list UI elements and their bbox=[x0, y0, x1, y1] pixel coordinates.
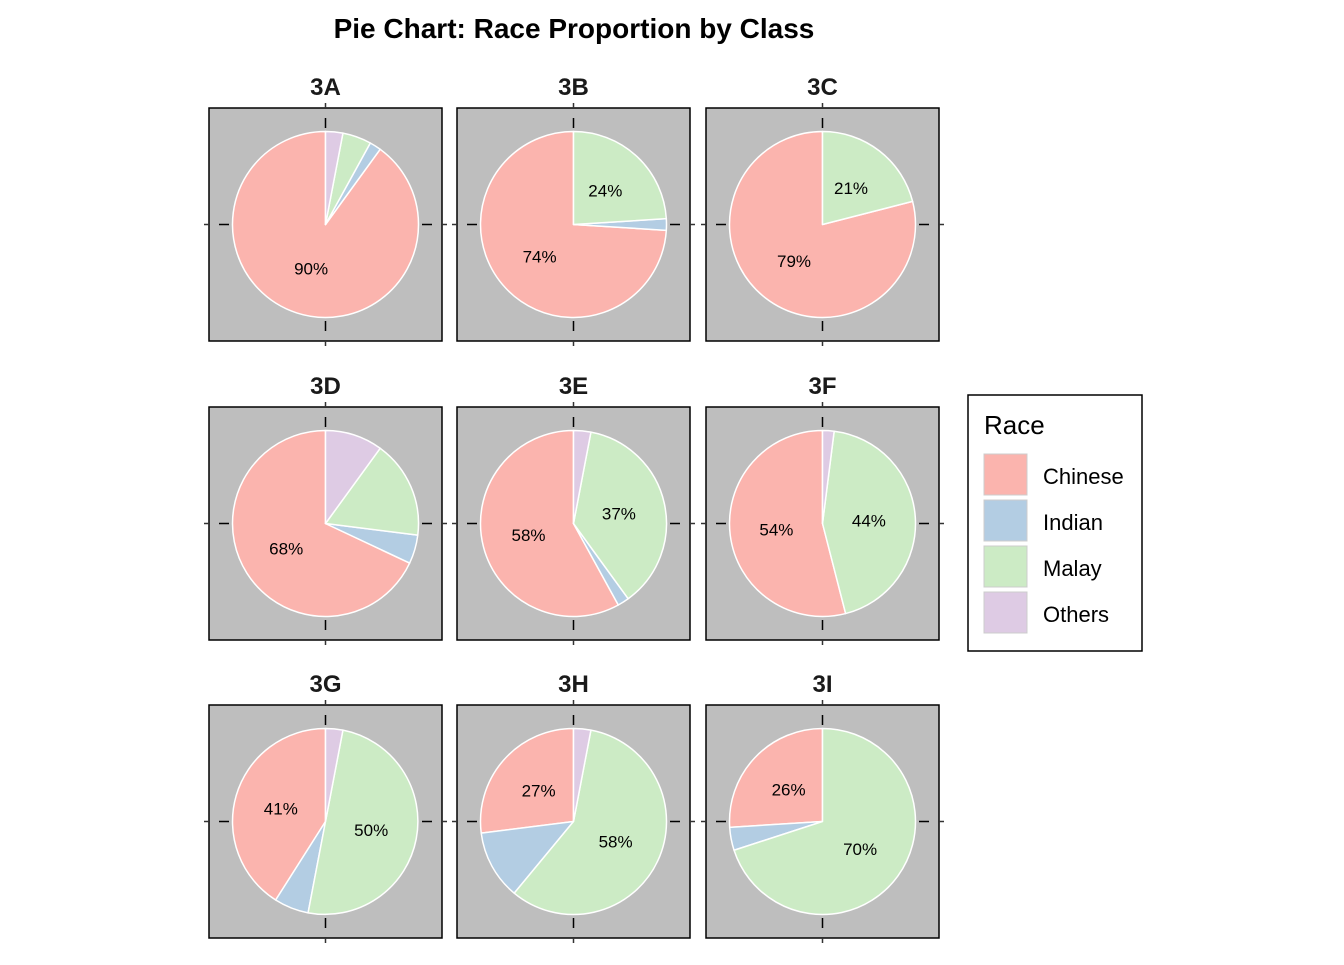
legend-swatch bbox=[983, 591, 1028, 634]
slice-percent-label: 41% bbox=[264, 800, 298, 819]
pie-slice-others bbox=[572, 727, 592, 823]
pie-slice-indian bbox=[480, 820, 575, 894]
pie-slice-others bbox=[324, 727, 344, 823]
legend-swatch-border bbox=[983, 453, 1028, 496]
pie-slice-malay bbox=[821, 430, 917, 615]
slice-percent-label: 58% bbox=[599, 832, 633, 851]
pie-slice-malay bbox=[513, 729, 668, 916]
pie-panel: 3I 26% 70% bbox=[701, 671, 944, 943]
panel-strip-label: 3B bbox=[558, 74, 589, 101]
legend-item: Chinese bbox=[983, 453, 1124, 496]
legend-swatch bbox=[983, 453, 1028, 496]
pie-slice-malay bbox=[733, 727, 917, 916]
pie-slice-malay bbox=[572, 431, 668, 600]
slice-percent-label: 74% bbox=[523, 247, 557, 266]
legend-title: Race bbox=[984, 410, 1045, 440]
slice-percent-label: 44% bbox=[852, 512, 886, 531]
pie-slice-malay bbox=[307, 729, 419, 916]
pie-slice-chinese bbox=[728, 727, 824, 829]
pie-slice-chinese bbox=[231, 429, 411, 618]
slice-percent-label: 79% bbox=[777, 252, 811, 271]
pie-slice-malay bbox=[324, 447, 420, 536]
legend-swatch-border bbox=[983, 591, 1028, 634]
pie-panel: 3A 90% bbox=[204, 74, 447, 346]
pie-slice-chinese bbox=[728, 429, 847, 618]
pie-slice-malay bbox=[821, 130, 914, 226]
pie-panel: 3D 68% bbox=[204, 373, 447, 645]
legend-swatch-border bbox=[983, 499, 1028, 542]
pie-panel: 3F 54% 44% bbox=[701, 373, 944, 645]
pie-slice-others bbox=[572, 429, 592, 525]
slice-percent-label: 54% bbox=[759, 520, 793, 539]
legend-label: Others bbox=[1043, 602, 1109, 627]
pie-slice-malay bbox=[572, 130, 668, 226]
panel-strip-label: 3C bbox=[807, 74, 838, 101]
pie-slice-others bbox=[324, 429, 381, 525]
pie-panel: 3G 41% 50% bbox=[204, 671, 447, 943]
pie-slice-chinese bbox=[728, 130, 917, 319]
legend-label: Indian bbox=[1043, 510, 1103, 535]
panel-strip-label: 3H bbox=[558, 671, 589, 698]
legend-label: Chinese bbox=[1043, 464, 1124, 489]
pie-slice-others bbox=[821, 429, 835, 525]
slice-percent-label: 27% bbox=[522, 782, 556, 801]
pie-slice-chinese bbox=[479, 727, 575, 834]
legend-items: Chinese Indian Malay Others bbox=[983, 453, 1124, 634]
legend-item: Malay bbox=[983, 545, 1102, 588]
panel-strip-label: 3F bbox=[808, 373, 836, 400]
legend-item: Others bbox=[983, 591, 1109, 634]
pie-panel: 3C 79% 21% bbox=[701, 74, 944, 346]
legend-label: Malay bbox=[1043, 556, 1102, 581]
slice-percent-label: 68% bbox=[269, 539, 303, 558]
panel-strip-label: 3G bbox=[309, 671, 341, 698]
slice-percent-label: 50% bbox=[354, 821, 388, 840]
panel-strip-label: 3D bbox=[310, 373, 341, 400]
legend-item: Indian bbox=[983, 499, 1103, 542]
pie-slice-chinese bbox=[479, 429, 620, 618]
legend-swatch-border bbox=[983, 545, 1028, 588]
facet-panels: 3A 90% 3B 74% 24% 3C 79% 21% 3D 68% 3E 58% 37% 3F 54% 4… bbox=[204, 74, 944, 943]
legend: Race Chinese Indian Malay Others bbox=[967, 394, 1143, 652]
slice-percent-label: 70% bbox=[843, 840, 877, 859]
pie-panel: 3B 74% 24% bbox=[452, 74, 695, 346]
panel-strip-label: 3E bbox=[559, 373, 588, 400]
slice-percent-label: 24% bbox=[588, 182, 622, 201]
slice-percent-label: 37% bbox=[602, 504, 636, 523]
pie-panel: 3H 27% 58% bbox=[452, 671, 695, 943]
panel-strip-label: 3A bbox=[310, 74, 341, 101]
pie-panel: 3E 58% 37% bbox=[452, 373, 695, 645]
slice-percent-label: 26% bbox=[772, 781, 806, 800]
slice-percent-label: 58% bbox=[511, 526, 545, 545]
legend-swatch bbox=[983, 545, 1028, 588]
pie-slice-others bbox=[324, 130, 344, 226]
chart-title: Pie Chart: Race Proportion by Class bbox=[334, 13, 815, 44]
slice-percent-label: 21% bbox=[834, 179, 868, 198]
legend-swatch bbox=[983, 499, 1028, 542]
slice-percent-label: 90% bbox=[294, 260, 328, 279]
panel-strip-label: 3I bbox=[812, 671, 832, 698]
